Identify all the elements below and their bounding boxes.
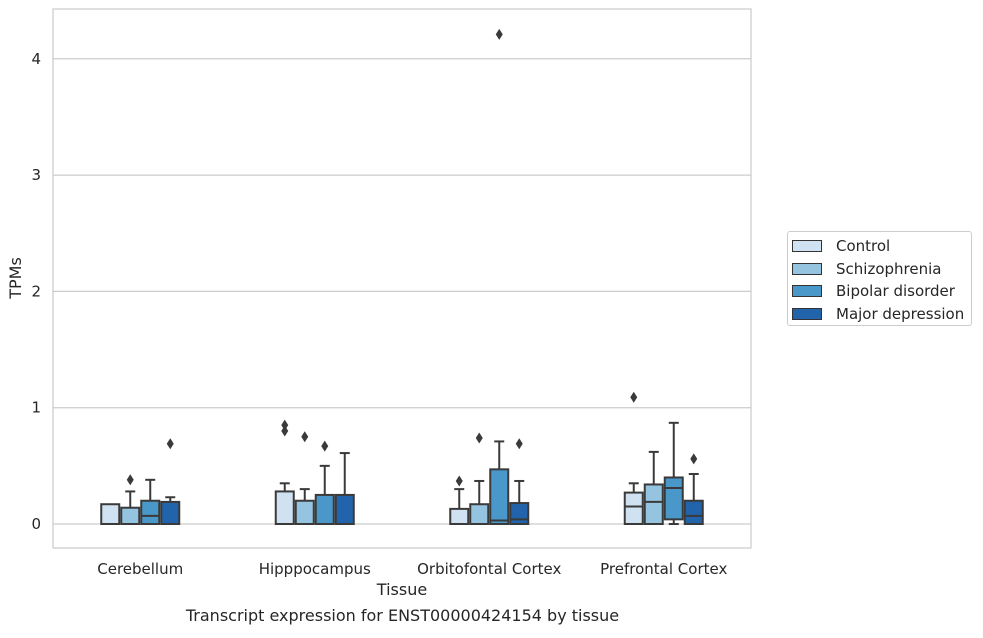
chart-caption: Transcript expression for ENST0000042415… [185, 606, 620, 625]
box [334, 493, 355, 525]
legend-swatch-bipolar-disorder [792, 285, 822, 298]
box [140, 499, 161, 525]
legend-swatch-control [792, 240, 822, 253]
x-tick-label: Prefrontal Cortex [600, 560, 727, 578]
legend-label: Major depression [836, 304, 965, 323]
y-tick-label: 4 [31, 50, 41, 68]
legend-item-bipolar-disorder: Bipolar disorder [792, 280, 971, 303]
outlier-point [475, 432, 483, 444]
box [623, 491, 644, 525]
y-tick-label: 3 [31, 166, 41, 184]
box [274, 490, 295, 526]
y-tick-label: 0 [31, 515, 41, 533]
outlier-point [301, 431, 309, 443]
outlier-point [515, 438, 523, 450]
outlier-point [630, 391, 638, 403]
outlier-point [281, 419, 289, 431]
legend-label: Schizophrenia [836, 259, 942, 278]
box [643, 483, 664, 526]
box [449, 507, 470, 526]
box [160, 500, 181, 526]
outlier-point [455, 475, 463, 487]
outlier-point [166, 438, 174, 450]
outlier-point [126, 474, 134, 486]
legend-swatch-schizophrenia [792, 262, 822, 275]
outlier-point [690, 453, 698, 465]
box [509, 502, 530, 526]
box [489, 468, 510, 525]
outlier-point [281, 425, 289, 437]
plot-background [52, 8, 752, 549]
legend-item-control: Control [792, 235, 971, 258]
y-axis-label: TPMs [6, 257, 25, 300]
box-series [100, 28, 704, 526]
box [294, 499, 315, 525]
x-tick-label: Cerebellum [97, 560, 183, 578]
legend-swatch-major-depression [792, 307, 822, 320]
x-tick-labels: Cerebellum Hipppocampus Orbitofontal Corte… [97, 560, 727, 578]
y-tick-label: 2 [31, 282, 41, 300]
box [120, 506, 141, 525]
outlier-point [495, 28, 503, 40]
legend: Control Schizophrenia Bipolar disorder M… [787, 231, 972, 326]
box [683, 499, 704, 525]
y-tick-labels: 0 1 2 3 4 [31, 50, 41, 533]
legend-item-schizophrenia: Schizophrenia [792, 258, 971, 281]
x-tick-label: Hipppocampus [259, 560, 371, 578]
box [469, 503, 490, 526]
x-tick-label: Orbitofontal Cortex [417, 560, 561, 578]
legend-label: Bipolar disorder [836, 282, 955, 301]
x-axis-label: Tissue [376, 580, 427, 599]
legend-label: Control [836, 237, 891, 256]
box [663, 476, 684, 521]
y-tick-label: 1 [31, 399, 41, 417]
outlier-point [321, 440, 329, 452]
box [314, 493, 335, 525]
box [100, 503, 121, 526]
legend-item-major-depression: Major depression [792, 303, 971, 326]
